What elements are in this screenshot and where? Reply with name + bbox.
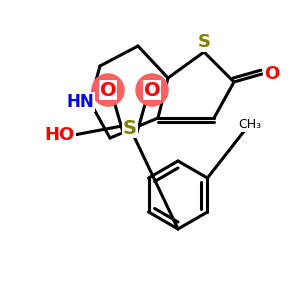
Text: S: S: [123, 118, 137, 137]
Circle shape: [92, 74, 124, 106]
Text: HO: HO: [45, 126, 75, 144]
Circle shape: [136, 74, 168, 106]
Text: HN: HN: [66, 93, 94, 111]
Text: CH₃: CH₃: [238, 118, 262, 131]
Text: S: S: [197, 33, 211, 51]
Text: O: O: [264, 65, 280, 83]
Text: O: O: [144, 80, 160, 100]
Text: O: O: [100, 80, 116, 100]
